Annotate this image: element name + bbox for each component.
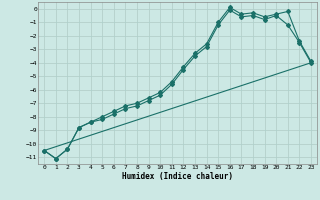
X-axis label: Humidex (Indice chaleur): Humidex (Indice chaleur) xyxy=(122,172,233,181)
